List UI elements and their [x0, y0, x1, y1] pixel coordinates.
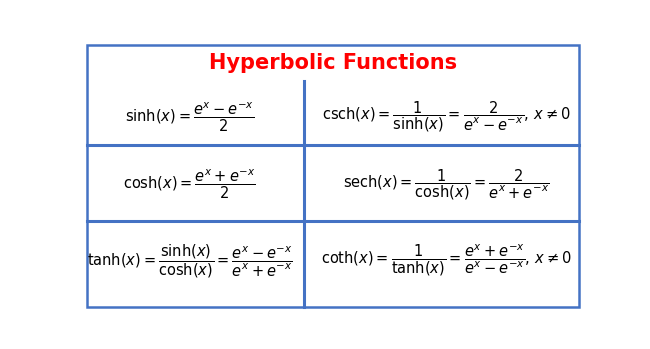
Text: $\tanh(x) = \dfrac{\sinh(x)}{\cosh(x)} = \dfrac{e^{x}-e^{-x}}{e^{x}+e^{-x}}$: $\tanh(x) = \dfrac{\sinh(x)}{\cosh(x)} =… — [86, 242, 292, 280]
Text: $\sinh(x) = \dfrac{e^{x} - e^{-x}}{2}$: $\sinh(x) = \dfrac{e^{x} - e^{-x}}{2}$ — [125, 101, 254, 134]
Text: $\cosh(x) = \dfrac{e^{x} + e^{-x}}{2}$: $\cosh(x) = \dfrac{e^{x} + e^{-x}}{2}$ — [123, 168, 256, 201]
Text: $\mathrm{sech}(x) = \dfrac{1}{\cosh(x)} = \dfrac{2}{e^{x}+e^{-x}}$: $\mathrm{sech}(x) = \dfrac{1}{\cosh(x)} … — [343, 167, 550, 202]
Text: $\mathrm{csch}(x) = \dfrac{1}{\sinh(x)} = \dfrac{2}{e^{x}-e^{-x}},\,x \neq 0$: $\mathrm{csch}(x) = \dfrac{1}{\sinh(x)} … — [322, 100, 571, 134]
Text: $\coth(x) = \dfrac{1}{\tanh(x)} = \dfrac{e^{x}+e^{-x}}{e^{x}-e^{-x}},\,x \neq 0$: $\coth(x) = \dfrac{1}{\tanh(x)} = \dfrac… — [321, 243, 572, 279]
Text: Hyperbolic Functions: Hyperbolic Functions — [209, 53, 457, 73]
